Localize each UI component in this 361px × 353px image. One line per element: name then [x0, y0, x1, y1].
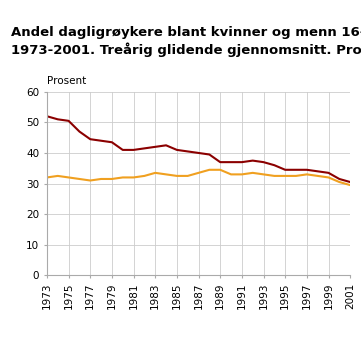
Menn — [66, 119, 71, 123]
Menn — [305, 168, 309, 172]
Kvinner — [229, 172, 233, 176]
Kvinner — [294, 174, 298, 178]
Kvinner — [196, 171, 201, 175]
Menn — [164, 143, 168, 148]
Kvinner — [326, 175, 331, 180]
Menn — [283, 168, 287, 172]
Menn — [153, 145, 157, 149]
Kvinner — [131, 175, 136, 180]
Menn — [348, 180, 352, 184]
Menn — [218, 160, 222, 164]
Text: 1973-2001. Treårig glidende gjennomsnitt. Prosent: 1973-2001. Treårig glidende gjennomsnitt… — [11, 42, 361, 57]
Line: Menn: Menn — [47, 116, 350, 182]
Menn — [45, 114, 49, 118]
Text: Prosent: Prosent — [47, 77, 86, 86]
Kvinner — [77, 177, 82, 181]
Text: Andel dagligrøykere blant kvinner og menn 16-74 år.: Andel dagligrøykere blant kvinner og men… — [11, 25, 361, 39]
Menn — [207, 152, 212, 157]
Kvinner — [240, 172, 244, 176]
Kvinner — [99, 177, 103, 181]
Kvinner — [261, 172, 266, 176]
Kvinner — [110, 177, 114, 181]
Menn — [272, 163, 277, 167]
Kvinner — [272, 174, 277, 178]
Menn — [294, 168, 298, 172]
Kvinner — [66, 175, 71, 180]
Legend: Kvinner, Menn: Kvinner, Menn — [118, 351, 279, 353]
Kvinner — [207, 168, 212, 172]
Menn — [175, 148, 179, 152]
Menn — [77, 130, 82, 134]
Menn — [251, 158, 255, 163]
Kvinner — [164, 172, 168, 176]
Kvinner — [316, 174, 320, 178]
Kvinner — [283, 174, 287, 178]
Kvinner — [337, 180, 342, 184]
Menn — [110, 140, 114, 144]
Line: Kvinner: Kvinner — [47, 170, 350, 185]
Kvinner — [88, 178, 92, 183]
Menn — [186, 149, 190, 154]
Menn — [240, 160, 244, 164]
Kvinner — [56, 174, 60, 178]
Menn — [56, 117, 60, 121]
Menn — [316, 169, 320, 173]
Kvinner — [121, 175, 125, 180]
Kvinner — [305, 172, 309, 176]
Menn — [99, 139, 103, 143]
Menn — [337, 177, 342, 181]
Kvinner — [251, 171, 255, 175]
Kvinner — [142, 174, 147, 178]
Menn — [229, 160, 233, 164]
Menn — [142, 146, 147, 150]
Menn — [196, 151, 201, 155]
Kvinner — [186, 174, 190, 178]
Kvinner — [153, 171, 157, 175]
Menn — [131, 148, 136, 152]
Kvinner — [45, 175, 49, 180]
Menn — [121, 148, 125, 152]
Kvinner — [175, 174, 179, 178]
Kvinner — [348, 183, 352, 187]
Menn — [88, 137, 92, 141]
Kvinner — [218, 168, 222, 172]
Menn — [326, 171, 331, 175]
Menn — [261, 160, 266, 164]
